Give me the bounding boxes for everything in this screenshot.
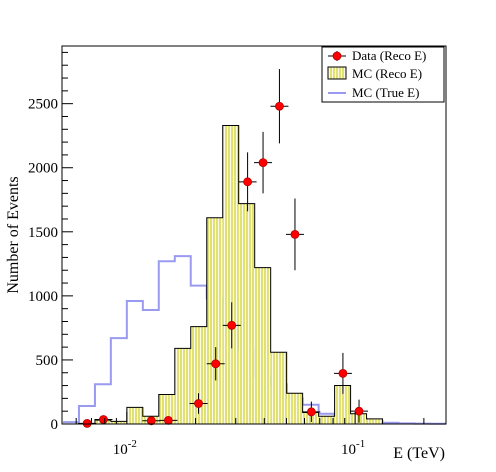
data-point-0 (82, 418, 92, 428)
mc-reco-bin-4 (126, 407, 143, 424)
legend-label-mc-true: MC (True E) (352, 85, 419, 100)
data-point-5 (211, 359, 221, 369)
y-tick-label: 2500 (28, 97, 58, 113)
y-tick-label: 2000 (28, 161, 58, 177)
data-point-9 (275, 101, 284, 111)
mc-reco-bin-12 (254, 267, 271, 424)
mc-reco-bin-9 (206, 217, 223, 424)
data-point-3 (163, 416, 173, 425)
legend-entry-mc-true: MC (True E) (328, 85, 419, 100)
x-axis-title: E (TeV) (393, 445, 445, 462)
mc-reco-bin-15 (302, 412, 319, 424)
mc-reco-bin-7 (174, 348, 191, 424)
y-axis-title: Number of Events (5, 176, 22, 293)
legend-entry-mc-reco: MC (Reco E) (327, 66, 422, 81)
legend-data-marker (332, 51, 342, 61)
mc-reco-bin-19 (366, 418, 383, 424)
mc-reco-bin-13 (270, 352, 287, 424)
plot-frame (61, 45, 447, 425)
legend-label-mc-reco: MC (Reco E) (352, 66, 422, 81)
data-point-11 (306, 407, 316, 417)
data-point-12 (338, 368, 348, 378)
mc-reco-bin-10 (222, 125, 239, 425)
mc-reco-bin-11 (238, 203, 255, 424)
data-point-8 (258, 158, 268, 168)
mc-reco-bin-16 (318, 416, 335, 424)
data-point-6 (227, 320, 237, 330)
x-tick-label: 10-1 (341, 438, 365, 458)
y-tick-label: 1000 (28, 289, 58, 305)
legend: Data (Reco E) MC (Reco E) MC (True E) (321, 46, 445, 103)
data-point-1 (99, 415, 108, 424)
mc-reco-layer (62, 124, 446, 425)
mc-reco-bin-14 (286, 393, 303, 424)
legend-entry-data: Data (Reco E) (328, 48, 426, 63)
axes-layer: 0 500 1000 1500 2000 2500 10-2 10-1 (28, 51, 425, 458)
y-tick-label: 500 (36, 353, 59, 369)
mc-reco-outline (62, 124, 446, 425)
data-point-4 (194, 399, 203, 408)
mc-reco-bin-3 (110, 421, 127, 424)
x-tick-label: 10-2 (113, 438, 137, 458)
mc-reco-bin-8 (190, 326, 207, 424)
mc-reco-bin-6 (158, 394, 175, 424)
mc-reco-bin-17 (334, 385, 351, 424)
y-tick-label: 1500 (28, 225, 58, 241)
data-point-13 (354, 406, 364, 416)
data-point-10 (290, 229, 300, 239)
data-point-2 (146, 416, 156, 426)
data-layer (78, 69, 369, 428)
data-point-7 (243, 177, 252, 187)
legend-mc-reco-swatch (327, 66, 347, 80)
y-tick-label: 0 (51, 417, 59, 433)
legend-label-data: Data (Reco E) (352, 48, 426, 63)
